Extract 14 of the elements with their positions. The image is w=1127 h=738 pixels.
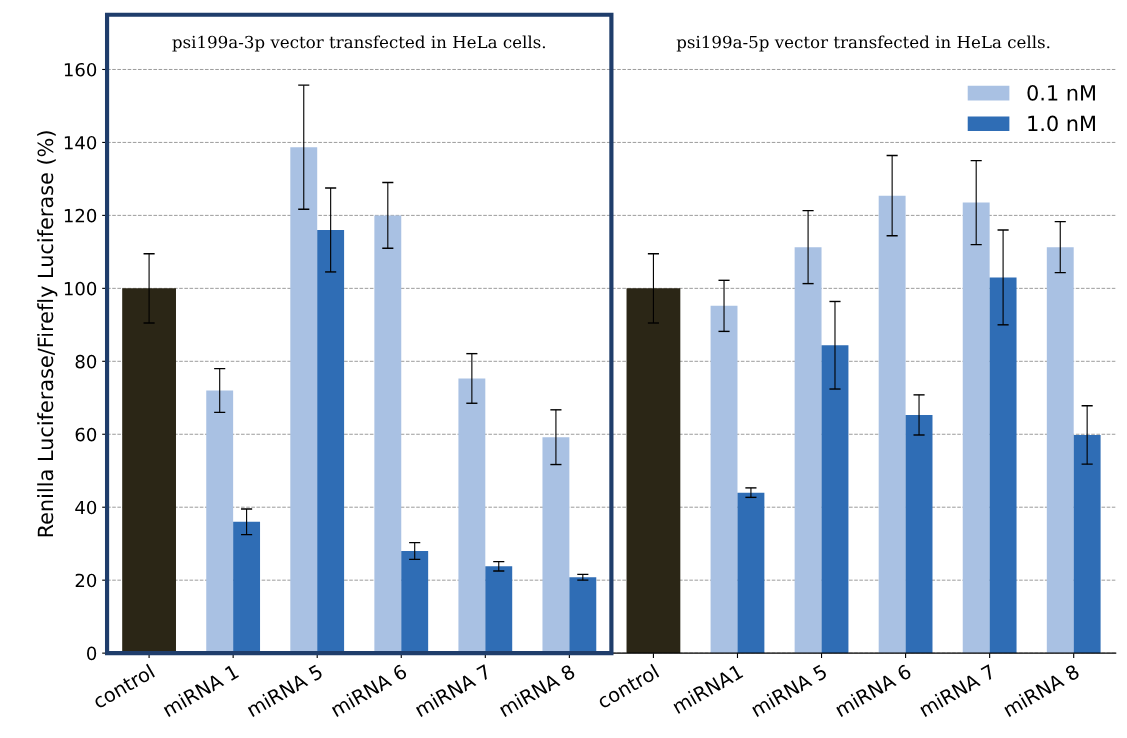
y-tick-label: 100 — [64, 281, 97, 296]
y-tick-label: 140 — [64, 135, 97, 150]
y-tick-label: 40 — [75, 500, 97, 515]
y-tick-label: 80 — [75, 354, 97, 369]
annotation: psi199a-5p vector transfected in HeLa cells. — [676, 35, 1050, 52]
y-tick-label: 120 — [64, 208, 97, 223]
y-axis-title: Renilla Luciferase/Firefly Luciferase (%) — [37, 131, 58, 537]
legend-label: 0.1 nM — [1027, 84, 1095, 101]
y-tick-label: 0 — [87, 646, 97, 661]
annotation: psi199a-3p vector transfected in HeLa cells. — [172, 35, 545, 52]
y-tick-label: 20 — [75, 573, 97, 588]
legend-label: 1.0 nM — [1028, 115, 1095, 132]
y-tick-label: 60 — [75, 427, 97, 442]
y-tick-label: 160 — [64, 62, 97, 77]
